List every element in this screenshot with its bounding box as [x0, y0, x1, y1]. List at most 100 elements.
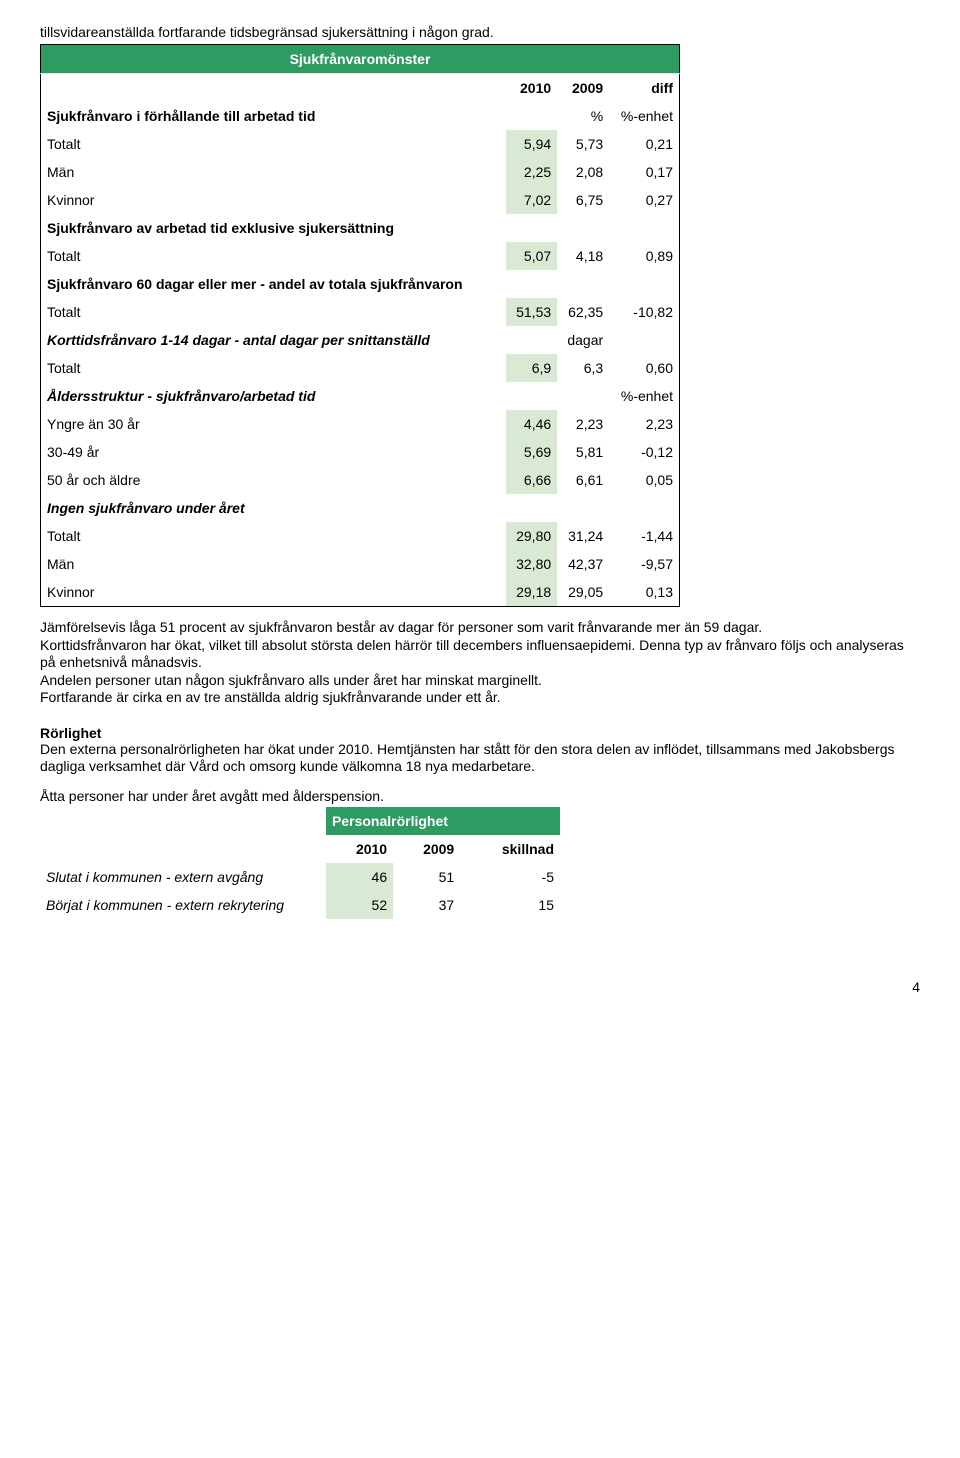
row-value: 52 — [326, 891, 393, 919]
row-label: Totalt — [41, 130, 507, 158]
row-value: 0,13 — [609, 578, 679, 607]
row-value: 6,66 — [506, 466, 557, 494]
table1-col-2009: 2009 — [557, 74, 609, 103]
row-value: 2,08 — [557, 158, 609, 186]
row-value: 0,27 — [609, 186, 679, 214]
row-label: Åldersstruktur - sjukfrånvaro/arbetad ti… — [41, 382, 507, 410]
row-value: 5,69 — [506, 438, 557, 466]
row-value: 31,24 — [557, 522, 609, 550]
paragraph-2: Åtta personer har under året avgått med … — [40, 788, 920, 806]
rorlighet-body: Den externa personalrörligheten har ökat… — [40, 741, 920, 776]
row-value — [506, 214, 557, 242]
row-value — [609, 494, 679, 522]
row-value — [557, 494, 609, 522]
row-value — [557, 270, 609, 298]
row-value: 42,37 — [557, 550, 609, 578]
row-value: 0,89 — [609, 242, 679, 270]
table-row: Korttidsfrånvaro 1-14 dagar - antal daga… — [41, 326, 680, 354]
table-row: Totalt5,945,730,21 — [41, 130, 680, 158]
row-value — [609, 270, 679, 298]
row-label: Totalt — [41, 298, 507, 326]
row-value: 29,18 — [506, 578, 557, 607]
row-value: 2,25 — [506, 158, 557, 186]
row-value — [506, 494, 557, 522]
row-value: 46 — [326, 863, 393, 891]
row-value: % — [557, 102, 609, 130]
row-value: 2,23 — [609, 410, 679, 438]
row-value: -1,44 — [609, 522, 679, 550]
row-value: 0,05 — [609, 466, 679, 494]
row-value: 7,02 — [506, 186, 557, 214]
row-value: 62,35 — [557, 298, 609, 326]
row-value — [557, 214, 609, 242]
row-value: 6,9 — [506, 354, 557, 382]
row-value — [609, 214, 679, 242]
table1-col-2010: 2010 — [506, 74, 557, 103]
row-label: 50 år och äldre — [41, 466, 507, 494]
row-label: Sjukfrånvaro av arbetad tid exklusive sj… — [41, 214, 507, 242]
row-value: 15 — [460, 891, 560, 919]
row-value: %-enhet — [609, 102, 679, 130]
row-label: Totalt — [41, 522, 507, 550]
row-label: Yngre än 30 år — [41, 410, 507, 438]
table-row: Ingen sjukfrånvaro under året — [41, 494, 680, 522]
row-value: 29,80 — [506, 522, 557, 550]
row-value — [609, 326, 679, 354]
table-row: Totalt51,5362,35-10,82 — [41, 298, 680, 326]
row-value: 6,3 — [557, 354, 609, 382]
table2-col-skillnad: skillnad — [460, 835, 560, 863]
page-number: 4 — [40, 979, 920, 995]
table-row: Yngre än 30 år4,462,232,23 — [41, 410, 680, 438]
row-label: 30-49 år — [41, 438, 507, 466]
intro-text: tillsvidareanställda fortfarande tidsbeg… — [40, 24, 920, 40]
row-value: 51 — [393, 863, 460, 891]
row-label: Slutat i kommunen - extern avgång — [40, 863, 326, 891]
table1-header-row: 2010 2009 diff — [41, 74, 680, 103]
row-label: Totalt — [41, 242, 507, 270]
rorlighet-title: Rörlighet — [40, 725, 920, 741]
row-value: 37 — [393, 891, 460, 919]
row-value: 5,07 — [506, 242, 557, 270]
table1-col-diff: diff — [609, 74, 679, 103]
row-label: Korttidsfrånvaro 1-14 dagar - antal daga… — [41, 326, 507, 354]
row-value: -5 — [460, 863, 560, 891]
table-row: Kvinnor29,1829,050,13 — [41, 578, 680, 607]
table-row: 50 år och äldre6,666,610,05 — [41, 466, 680, 494]
paragraph-1: Jämförelsevis låga 51 procent av sjukfrå… — [40, 619, 920, 707]
row-value: 6,61 — [557, 466, 609, 494]
table-row: Sjukfrånvaro 60 dagar eller mer - andel … — [41, 270, 680, 298]
table-row: Kvinnor7,026,750,27 — [41, 186, 680, 214]
row-value: 32,80 — [506, 550, 557, 578]
row-value: dagar — [557, 326, 609, 354]
row-value — [557, 382, 609, 410]
row-value: 5,94 — [506, 130, 557, 158]
table2-col-2009: 2009 — [393, 835, 460, 863]
row-value: 6,75 — [557, 186, 609, 214]
row-value — [506, 102, 557, 130]
row-value: 4,18 — [557, 242, 609, 270]
table-row: Slutat i kommunen - extern avgång4651-5 — [40, 863, 560, 891]
table2-col-2010: 2010 — [326, 835, 393, 863]
row-value — [506, 382, 557, 410]
table-row: Åldersstruktur - sjukfrånvaro/arbetad ti… — [41, 382, 680, 410]
table-row: Totalt6,96,30,60 — [41, 354, 680, 382]
table-row: 30-49 år5,695,81-0,12 — [41, 438, 680, 466]
table-row: Sjukfrånvaro i förhållande till arbetad … — [41, 102, 680, 130]
row-label: Sjukfrånvaro 60 dagar eller mer - andel … — [41, 270, 507, 298]
table2-header-row: 2010 2009 skillnad — [40, 835, 560, 863]
row-label: Män — [41, 550, 507, 578]
table-row: Totalt29,8031,24-1,44 — [41, 522, 680, 550]
row-value: -0,12 — [609, 438, 679, 466]
table-row: Män32,8042,37-9,57 — [41, 550, 680, 578]
sjukfranvaro-table: Sjukfrånvaromönster 2010 2009 diff Sjukf… — [40, 44, 680, 607]
table2-title: Personalrörlighet — [326, 807, 560, 835]
row-label: Ingen sjukfrånvaro under året — [41, 494, 507, 522]
row-value: 0,21 — [609, 130, 679, 158]
personalrorlighet-table: Personalrörlighet 2010 2009 skillnad Slu… — [40, 807, 560, 919]
row-value — [506, 326, 557, 354]
row-value: 4,46 — [506, 410, 557, 438]
row-label: Totalt — [41, 354, 507, 382]
row-label: Kvinnor — [41, 578, 507, 607]
table-row: Totalt5,074,180,89 — [41, 242, 680, 270]
table-row: Sjukfrånvaro av arbetad tid exklusive sj… — [41, 214, 680, 242]
